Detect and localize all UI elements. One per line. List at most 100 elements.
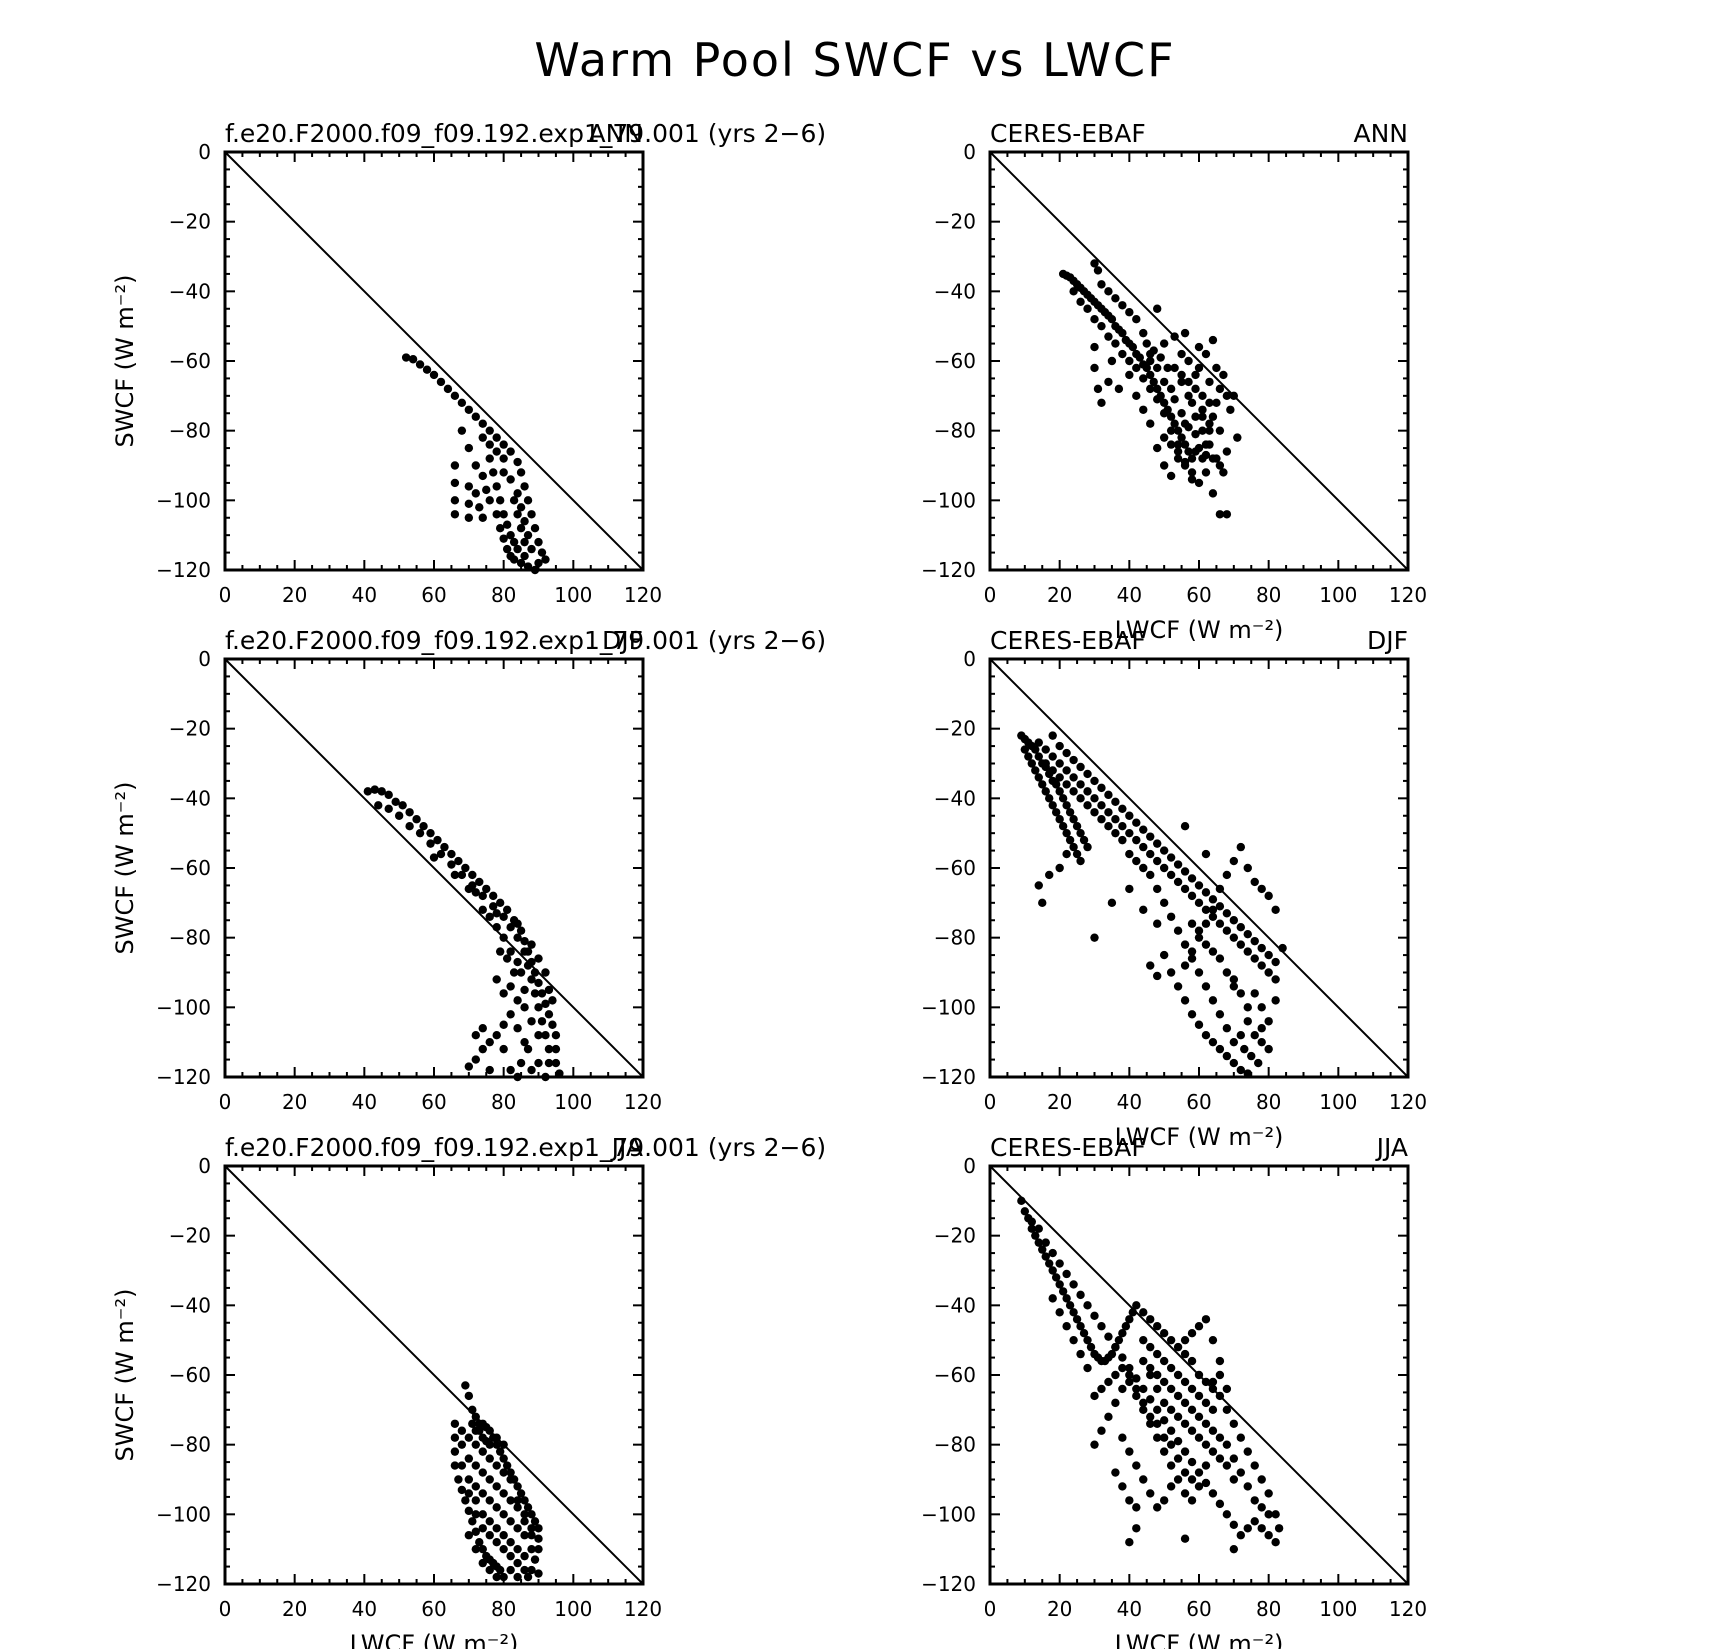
x-tick-label: 40 [1117,1090,1142,1114]
data-point [506,923,515,932]
data-point [1076,297,1085,306]
data-point [1180,1335,1190,1345]
data-point [1125,828,1134,838]
data-point [527,1565,536,1575]
data-point [492,909,501,918]
data-point [1173,1475,1183,1484]
data-point [1271,905,1280,914]
data-point [1111,797,1120,807]
data-point [541,1072,550,1082]
data-point [1166,426,1176,435]
x-tick-label: 0 [219,1090,232,1114]
data-point [1058,822,1068,831]
data-point [485,1426,494,1435]
y-axis-label: SWCF (W m⁻²) [111,782,139,955]
data-point [495,947,505,956]
data-point [499,468,508,477]
data-point [1055,863,1064,873]
data-point [544,1044,554,1054]
x-tick-label: 60 [1186,583,1211,607]
data-point [464,1489,474,1498]
data-point [506,475,515,484]
data-point [492,447,501,456]
data-point [1173,982,1183,991]
data-point [530,565,540,575]
data-point [1051,1273,1061,1282]
data-point [495,1447,505,1456]
data-point [1187,947,1197,956]
data-point [1097,398,1106,407]
data-point [1083,787,1092,796]
y-tick-label: −100 [921,995,976,1019]
data-point [1194,1412,1204,1422]
data-point [541,999,550,1009]
data-point [1194,443,1204,453]
data-point [1194,363,1204,373]
data-point [1201,940,1211,949]
data-point [506,947,515,956]
data-point [1173,440,1183,449]
data-point [478,1468,487,1477]
data-point [1264,950,1273,960]
data-point [1166,1440,1176,1449]
points [401,353,550,575]
data-point [499,1454,508,1463]
data-point [1149,377,1158,387]
data-point [534,537,543,547]
data-point [1208,1489,1218,1498]
data-point [1055,759,1064,768]
data-point [1180,1349,1190,1359]
data-point [429,370,439,380]
data-point [523,1044,533,1054]
data-point [1198,412,1207,421]
data-point [495,1565,505,1575]
data-point [1153,443,1162,453]
data-point [1208,1335,1218,1345]
data-point [471,1482,480,1491]
data-point [492,1031,501,1040]
data-point [513,457,522,467]
data-point [523,530,533,540]
data-point [1121,1322,1131,1331]
data-point [485,426,494,435]
data-point [1118,328,1127,338]
data-point [513,544,522,554]
data-point [506,1065,515,1075]
data-point [464,1506,474,1516]
data-point [1139,1405,1148,1415]
data-point [527,975,536,984]
data-point [1034,752,1043,761]
data-point [1264,1531,1273,1540]
y-tick-label: 0 [198,647,211,671]
data-point [1069,287,1078,296]
data-point [1135,353,1144,362]
data-point [1233,433,1242,442]
panel-model-djf: 0 20 40 60 80 100 120 0 −20 −40 −60 −80 −100 −120 f.e2… [111,626,826,1114]
data-point [1177,370,1186,380]
data-point [1146,370,1155,380]
data-point [1180,1534,1190,1543]
data-point [1201,1478,1211,1488]
data-point [1090,363,1099,373]
y-tick-label: −20 [169,210,211,234]
data-point [1212,398,1221,407]
y-tick-label: 0 [963,140,976,164]
data-point [499,989,508,998]
x-tick-label: 40 [352,1090,377,1114]
data-point [495,898,505,908]
data-point [1187,1457,1197,1467]
data-point [1076,856,1085,866]
data-point [1166,1384,1176,1394]
x-tick-label: 80 [1256,1090,1281,1114]
data-point [384,790,393,800]
x-tick-label: 80 [491,1597,516,1621]
data-point [1062,1269,1071,1279]
data-point [1125,1363,1134,1373]
y-tick-label: −40 [169,279,211,303]
data-point [478,1524,487,1533]
data-point [1118,1482,1127,1491]
x-tick-label: 100 [554,1597,592,1621]
panel-title-right: JJA [1375,1133,1408,1162]
data-point [1243,863,1252,873]
data-point [1146,384,1155,394]
